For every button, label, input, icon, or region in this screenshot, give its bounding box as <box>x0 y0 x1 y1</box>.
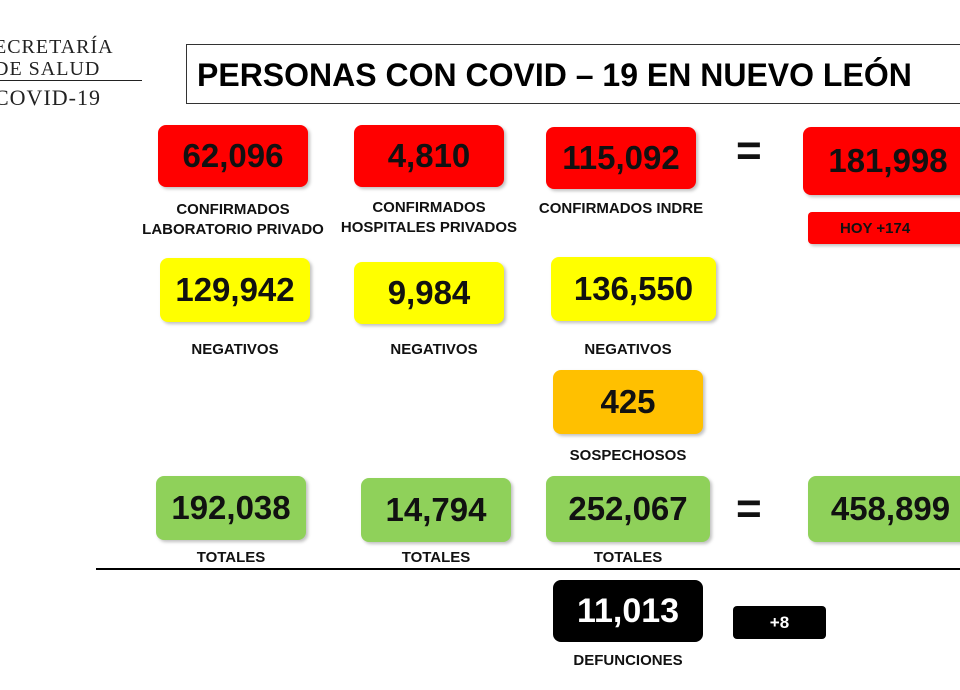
secretaria-salud-logo: ECRETARÍA DE SALUD COVID-19 <box>0 36 144 111</box>
totals-indre-value: 252,067 <box>546 476 710 542</box>
totals-indre-label: TOTALES <box>593 549 663 566</box>
logo-line-3: COVID-19 <box>0 85 101 110</box>
confirmed-private-hospitals-value: 4,810 <box>354 125 504 187</box>
grand-total-value: 458,899 <box>808 476 960 542</box>
logo-line-1: ECRETARÍA <box>0 36 114 58</box>
suspects-label: SOSPECHOSOS <box>569 447 687 464</box>
totals-private-lab-label: TOTALES <box>196 549 266 566</box>
confirmed-total-value: 181,998 <box>803 127 960 195</box>
deaths-today-badge: +8 <box>733 606 826 639</box>
confirmed-private-hospitals-label-line1: CONFIRMADOS <box>372 199 486 216</box>
equals-sign-totals: = <box>736 484 762 533</box>
totals-private-hospitals-label: TOTALES <box>401 549 471 566</box>
confirmed-private-lab-label: CONFIRMADOS LABORATORIO PRIVADO <box>128 200 338 240</box>
totals-private-lab-value: 192,038 <box>156 476 306 540</box>
negatives-indre-value: 136,550 <box>551 257 716 321</box>
confirmed-private-lab-label-line1: CONFIRMADOS <box>176 201 290 218</box>
suspects-value: 425 <box>553 370 703 434</box>
page-title: PERSONAS CON COVID – 19 EN NUEVO LEÓN <box>186 44 960 104</box>
confirmed-private-lab-label-line2: LABORATORIO PRIVADO <box>142 221 324 238</box>
deaths-value: 11,013 <box>553 580 703 642</box>
confirmed-indre-label: CONFIRMADOS INDRE <box>538 200 704 217</box>
confirmed-indre-value: 115,092 <box>546 127 696 189</box>
negatives-private-lab-label: NEGATIVOS <box>191 341 279 358</box>
confirmed-today-badge: HOY +174 <box>808 212 960 244</box>
confirmed-private-hospitals-label: CONFIRMADOS HOSPITALES PRIVADOS <box>334 198 524 238</box>
deaths-label: DEFUNCIONES <box>573 652 683 669</box>
confirmed-private-hospitals-label-line2: HOSPITALES PRIVADOS <box>340 219 518 236</box>
negatives-private-hospitals-label: NEGATIVOS <box>390 341 478 358</box>
divider-line <box>96 568 960 570</box>
negatives-private-lab-value: 129,942 <box>160 258 310 322</box>
negatives-indre-label: NEGATIVOS <box>584 341 672 358</box>
negatives-private-hospitals-value: 9,984 <box>354 262 504 324</box>
totals-private-hospitals-value: 14,794 <box>361 478 511 542</box>
confirmed-private-lab-value: 62,096 <box>158 125 308 187</box>
equals-sign-confirmed: = <box>736 126 762 175</box>
logo-line-2: DE SALUD <box>0 58 142 81</box>
